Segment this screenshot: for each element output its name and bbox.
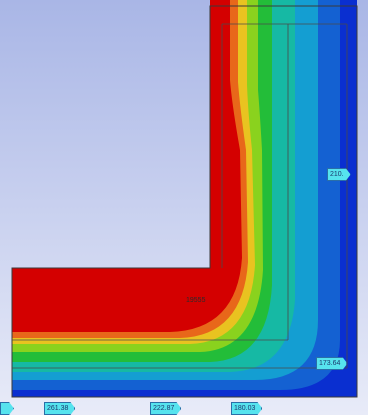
probe-label-right-lower[interactable]: 173.64 [316,357,347,370]
probe-label-right-upper[interactable]: 210. [327,168,351,181]
body-outline [11,5,358,398]
mesh-lines [12,23,348,369]
probe-label-bottom-2[interactable]: 222.87 [150,402,181,415]
center-value-label: 19555 [186,297,206,304]
probe-label-bottom-3[interactable]: 180.03 [231,402,262,415]
contour-band-1 [12,0,242,332]
probe-label-bottom-1[interactable]: 261.38 [44,402,75,415]
